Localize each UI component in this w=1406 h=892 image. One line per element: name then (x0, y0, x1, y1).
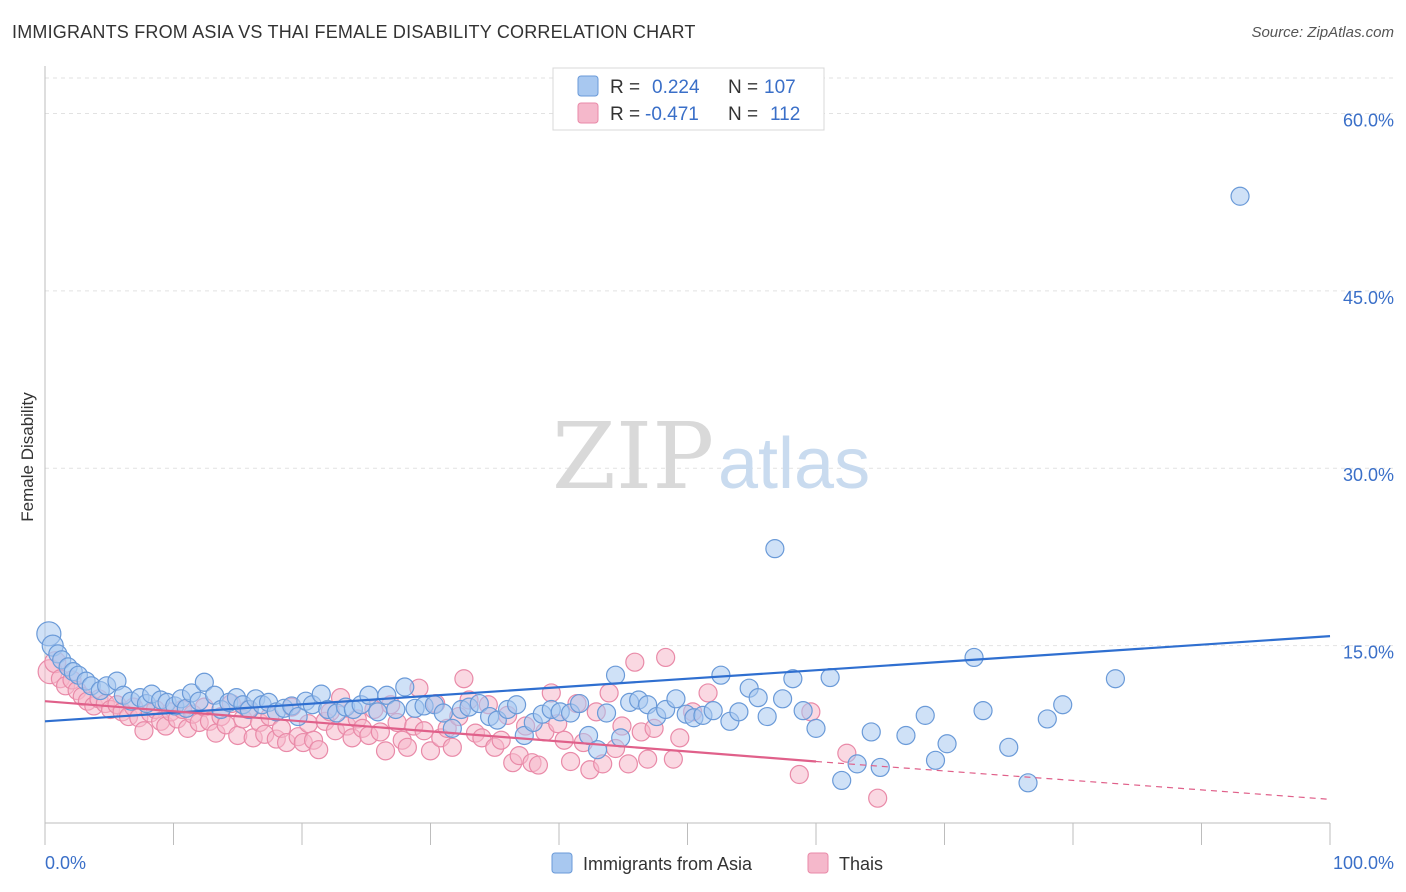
point-thais (789, 764, 809, 785)
legend-n-value-thais: 112 (770, 104, 800, 125)
legend-n-value-asia: 107 (764, 77, 796, 98)
trend-lines (44, 635, 1331, 800)
y-tick-label: 15.0% (1343, 643, 1394, 663)
axes (44, 66, 1331, 845)
legend-r-value-thais: -0.471 (645, 104, 699, 125)
trend-line-asia (44, 635, 1331, 723)
legend-r-label-asia: R = (610, 77, 640, 98)
legend-n-label-thais: N = (728, 104, 758, 125)
point-asia (469, 693, 489, 714)
point-asia (915, 705, 935, 725)
point-asia (194, 672, 214, 692)
trend-line-thais (44, 700, 817, 763)
point-thais (397, 737, 417, 757)
point-asia (847, 754, 867, 774)
series-thais-points (37, 647, 888, 808)
point-thais (599, 683, 619, 703)
watermark: ZIP atlas (552, 403, 870, 510)
y-tick-label: 60.0% (1343, 110, 1394, 130)
point-thais (656, 647, 676, 668)
legend-top: R = 0.224 N = 107 R = -0.471 N = 112 (552, 67, 825, 131)
point-thais (420, 741, 441, 761)
point-thais (442, 737, 462, 757)
point-asia (368, 702, 388, 722)
point-thais (868, 788, 888, 808)
bottom-legend-swatch-thais (807, 852, 829, 874)
point-asia (832, 770, 852, 791)
legend-n-label-asia: N = (728, 77, 758, 98)
point-asia (596, 703, 617, 723)
point-asia (1053, 695, 1073, 715)
bottom-legend-label-thais: Thais (839, 854, 883, 874)
watermark-zip: ZIP (552, 403, 714, 510)
point-thais (134, 721, 154, 741)
legend-swatch-thais (577, 102, 599, 124)
point-asia (666, 689, 686, 709)
point-asia (793, 701, 813, 721)
point-asia (703, 701, 723, 721)
point-thais (491, 730, 511, 750)
point-asia (442, 718, 462, 738)
point-asia (861, 722, 881, 742)
grid-lines (45, 77, 1394, 647)
source-label: Source: ZipAtlas.com (1251, 24, 1394, 41)
point-asia (964, 647, 984, 668)
x-tick-label-max: 100.0% (1333, 853, 1394, 873)
point-thais (560, 751, 581, 772)
x-tick-label-min: 0.0% (45, 853, 86, 873)
y-tick-label: 30.0% (1343, 465, 1394, 485)
legend-r-value-asia: 0.224 (652, 77, 700, 98)
legend-r-label-thais: R = (610, 104, 640, 125)
point-asia (1105, 669, 1126, 689)
point-thais (625, 652, 645, 672)
point-asia (772, 689, 793, 709)
point-asia (806, 718, 826, 738)
point-asia (611, 728, 631, 748)
point-thais (670, 728, 690, 748)
point-asia (870, 757, 890, 778)
point-asia (820, 667, 840, 688)
point-asia (386, 699, 406, 720)
point-asia (896, 725, 916, 746)
point-thais (698, 683, 718, 703)
point-asia (937, 734, 957, 754)
point-thais (528, 755, 549, 775)
point-thais (309, 740, 329, 760)
legend-bottom: Immigrants from Asia Thais (551, 852, 883, 874)
point-asia (605, 665, 626, 685)
point-thais (638, 749, 658, 769)
point-asia (395, 677, 415, 697)
point-asia (1018, 773, 1038, 793)
point-asia (729, 702, 749, 722)
point-asia (999, 737, 1019, 757)
y-axis-label: Female Disability (18, 392, 37, 522)
point-thais (370, 722, 390, 742)
point-thais (663, 749, 683, 769)
point-asia (925, 750, 946, 770)
legend-swatch-asia (577, 75, 599, 97)
point-asia (1037, 709, 1057, 729)
point-asia (748, 688, 768, 708)
point-thais (375, 741, 396, 761)
point-asia (783, 669, 803, 689)
watermark-atlas: atlas (718, 424, 870, 504)
y-tick-labels: 15.0% 30.0% 45.0% 60.0% (1343, 110, 1394, 662)
point-asia (757, 706, 777, 727)
point-asia (359, 685, 379, 705)
point-asia (973, 701, 993, 721)
y-tick-label: 45.0% (1343, 288, 1394, 308)
point-asia (569, 693, 590, 714)
point-asia (765, 539, 785, 559)
bottom-legend-swatch-asia (551, 852, 573, 874)
point-thais (472, 728, 492, 748)
bottom-legend-label-asia: Immigrants from Asia (583, 854, 753, 874)
point-thais (618, 754, 638, 774)
point-asia (433, 703, 453, 723)
point-asia (506, 695, 527, 715)
chart-title: IMMIGRANTS FROM ASIA VS THAI FEMALE DISA… (12, 22, 696, 42)
trend-line-thais-extension (815, 760, 1331, 800)
point-asia (1230, 186, 1250, 206)
point-thais (454, 669, 474, 689)
